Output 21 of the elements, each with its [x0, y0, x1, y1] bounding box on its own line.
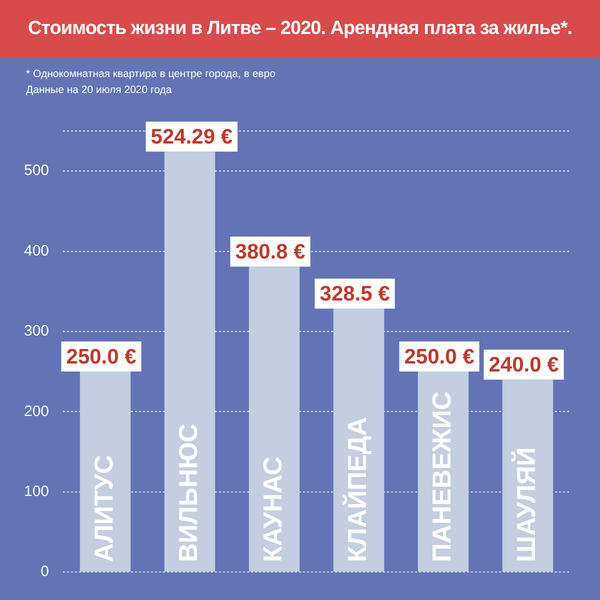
text: * Однокомнатная квартира в центре города, в евро: [26, 67, 276, 82]
data-label: 240.0 €: [488, 353, 560, 376]
x-tick-label: ВИЛЬНЮС: [172, 423, 203, 562]
data-label: 250.0 €: [66, 345, 137, 368]
y-tick-label: 300: [24, 322, 50, 340]
data-label: 328.5 €: [320, 282, 390, 306]
x-tick-label: ШАУЛЯЙ: [510, 447, 541, 562]
y-tick-label: 500: [24, 162, 50, 180]
y-tick-label: 400: [24, 242, 50, 260]
x-tick-label: КАУНАС: [257, 456, 288, 562]
x-tick-label: АЛИТУС: [88, 454, 118, 562]
y-tick-label: 100: [24, 482, 50, 500]
x-tick-label: КЛАЙПЕДА: [342, 416, 372, 562]
text: Данные на 20 июля 2020 года: [26, 83, 173, 98]
data-label: 524.29 €: [150, 125, 233, 148]
data-label: 250.0 €: [404, 345, 475, 368]
y-tick-label: 0: [40, 563, 50, 580]
x-tick-label: ПАНЕВЕЖИС: [426, 391, 456, 562]
y-tick-label: 200: [24, 402, 50, 420]
data-label: 380.8 €: [235, 240, 306, 264]
chart-title: Стоимость жизни в Литве – 2020. Арендная плата за жилье*.: [0, 0, 600, 58]
